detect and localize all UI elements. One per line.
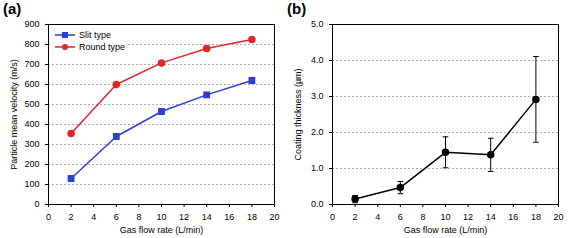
svg-text:2: 2 [353,212,358,222]
svg-text:4.0: 4.0 [311,55,324,65]
svg-text:0.0: 0.0 [311,199,324,209]
svg-text:100: 100 [24,179,39,189]
svg-text:Gas flow rate (L/min): Gas flow rate (L/min) [120,225,204,235]
svg-text:1.0: 1.0 [311,163,324,173]
svg-text:14: 14 [486,212,496,222]
svg-text:12: 12 [463,212,473,222]
svg-text:Particle mean velocity (m/s): Particle mean velocity (m/s) [9,59,19,170]
svg-text:16: 16 [224,212,234,222]
svg-text:14: 14 [202,212,212,222]
svg-text:500: 500 [24,99,39,109]
svg-text:4: 4 [375,212,380,222]
html-text:Slit type: Slit type [79,30,111,40]
svg-text:18: 18 [247,212,257,222]
svg-text:20: 20 [553,212,563,222]
svg-text:0: 0 [330,212,335,222]
svg-text:300: 300 [24,139,39,149]
html-text:(a): (a) [3,0,22,17]
svg-text:6: 6 [398,212,403,222]
html-text:Round type: Round type [79,42,125,52]
svg-text:Coating thickness (µm): Coating thickness (µm) [293,68,303,160]
svg-text:700: 700 [24,59,39,69]
html-text:(b): (b) [287,0,307,17]
svg-text:0: 0 [46,212,51,222]
svg-text:8: 8 [136,212,141,222]
svg-text:5.0: 5.0 [311,19,324,29]
svg-text:3.0: 3.0 [311,91,324,101]
svg-text:0: 0 [34,199,39,209]
svg-text:800: 800 [24,39,39,49]
svg-text:12: 12 [179,212,189,222]
svg-text:10: 10 [440,212,450,222]
svg-text:200: 200 [24,159,39,169]
svg-text:2: 2 [69,212,74,222]
svg-text:600: 600 [24,79,39,89]
svg-text:16: 16 [508,212,518,222]
svg-text:10: 10 [156,212,166,222]
svg-text:18: 18 [531,212,541,222]
svg-text:400: 400 [24,119,39,129]
svg-text:2.0: 2.0 [311,127,324,137]
svg-text:6: 6 [114,212,119,222]
svg-text:20: 20 [269,212,279,222]
svg-text:4: 4 [91,212,96,222]
svg-text:8: 8 [420,212,425,222]
svg-text:Gas flow rate (L/min): Gas flow rate (L/min) [404,225,488,235]
svg-text:900: 900 [24,19,39,29]
